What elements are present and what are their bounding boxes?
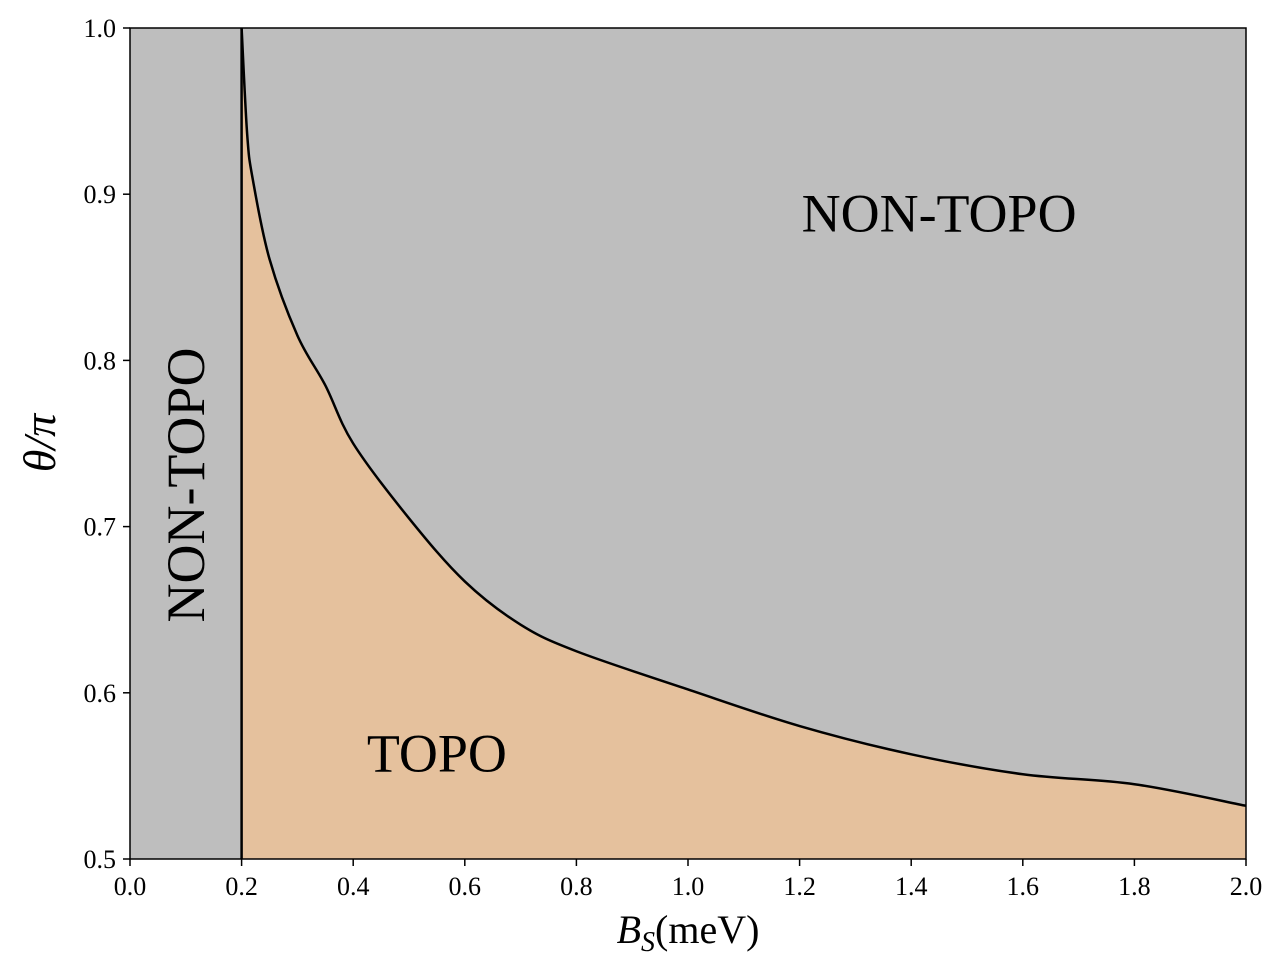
x-tick-label: 0.4 xyxy=(337,872,370,901)
region-label-non-topo-0: NON-TOPO xyxy=(802,184,1077,244)
x-tick-label: 0.0 xyxy=(114,872,147,901)
x-axis-ticks: 0.0 0.2 0.4 0.6 0.8 1.0 1.2 1.4 1.6 1.8 2.0 xyxy=(114,859,1263,901)
y-axis-ticks: 0.5 0.6 0.7 0.8 0.9 1.0 xyxy=(84,14,130,874)
x-axis-label: BS(meV) xyxy=(617,907,760,958)
x-tick-label: 0.2 xyxy=(225,872,258,901)
y-tick-label: 1.0 xyxy=(84,14,117,43)
x-tick-label: 1.8 xyxy=(1118,872,1151,901)
x-tick-label: 1.6 xyxy=(1007,872,1040,901)
phase-boundary-curve xyxy=(240,27,1247,808)
region-labels: NON-TOPO NON-TOPO TOPO xyxy=(156,184,1077,784)
y-tick-label: 0.8 xyxy=(84,346,117,375)
region-label-non-topo-1: NON-TOPO xyxy=(156,348,216,623)
y-axis-label: θ/π xyxy=(14,412,65,472)
y-tick-label: 0.6 xyxy=(84,679,117,708)
x-tick-label: 1.2 xyxy=(783,872,816,901)
x-tick-label: 1.0 xyxy=(672,872,705,901)
x-tick-label: 0.8 xyxy=(560,872,593,901)
x-tick-label: 0.6 xyxy=(449,872,482,901)
y-tick-label: 0.9 xyxy=(84,180,117,209)
x-tick-label: 2.0 xyxy=(1230,872,1263,901)
topo-region-fill xyxy=(241,28,1247,859)
y-tick-label: 0.5 xyxy=(84,845,117,874)
x-tick-label: 1.4 xyxy=(895,872,928,901)
y-tick-label: 0.7 xyxy=(84,513,117,542)
plot-area xyxy=(129,27,1247,860)
region-label-topo-2: TOPO xyxy=(367,724,507,784)
